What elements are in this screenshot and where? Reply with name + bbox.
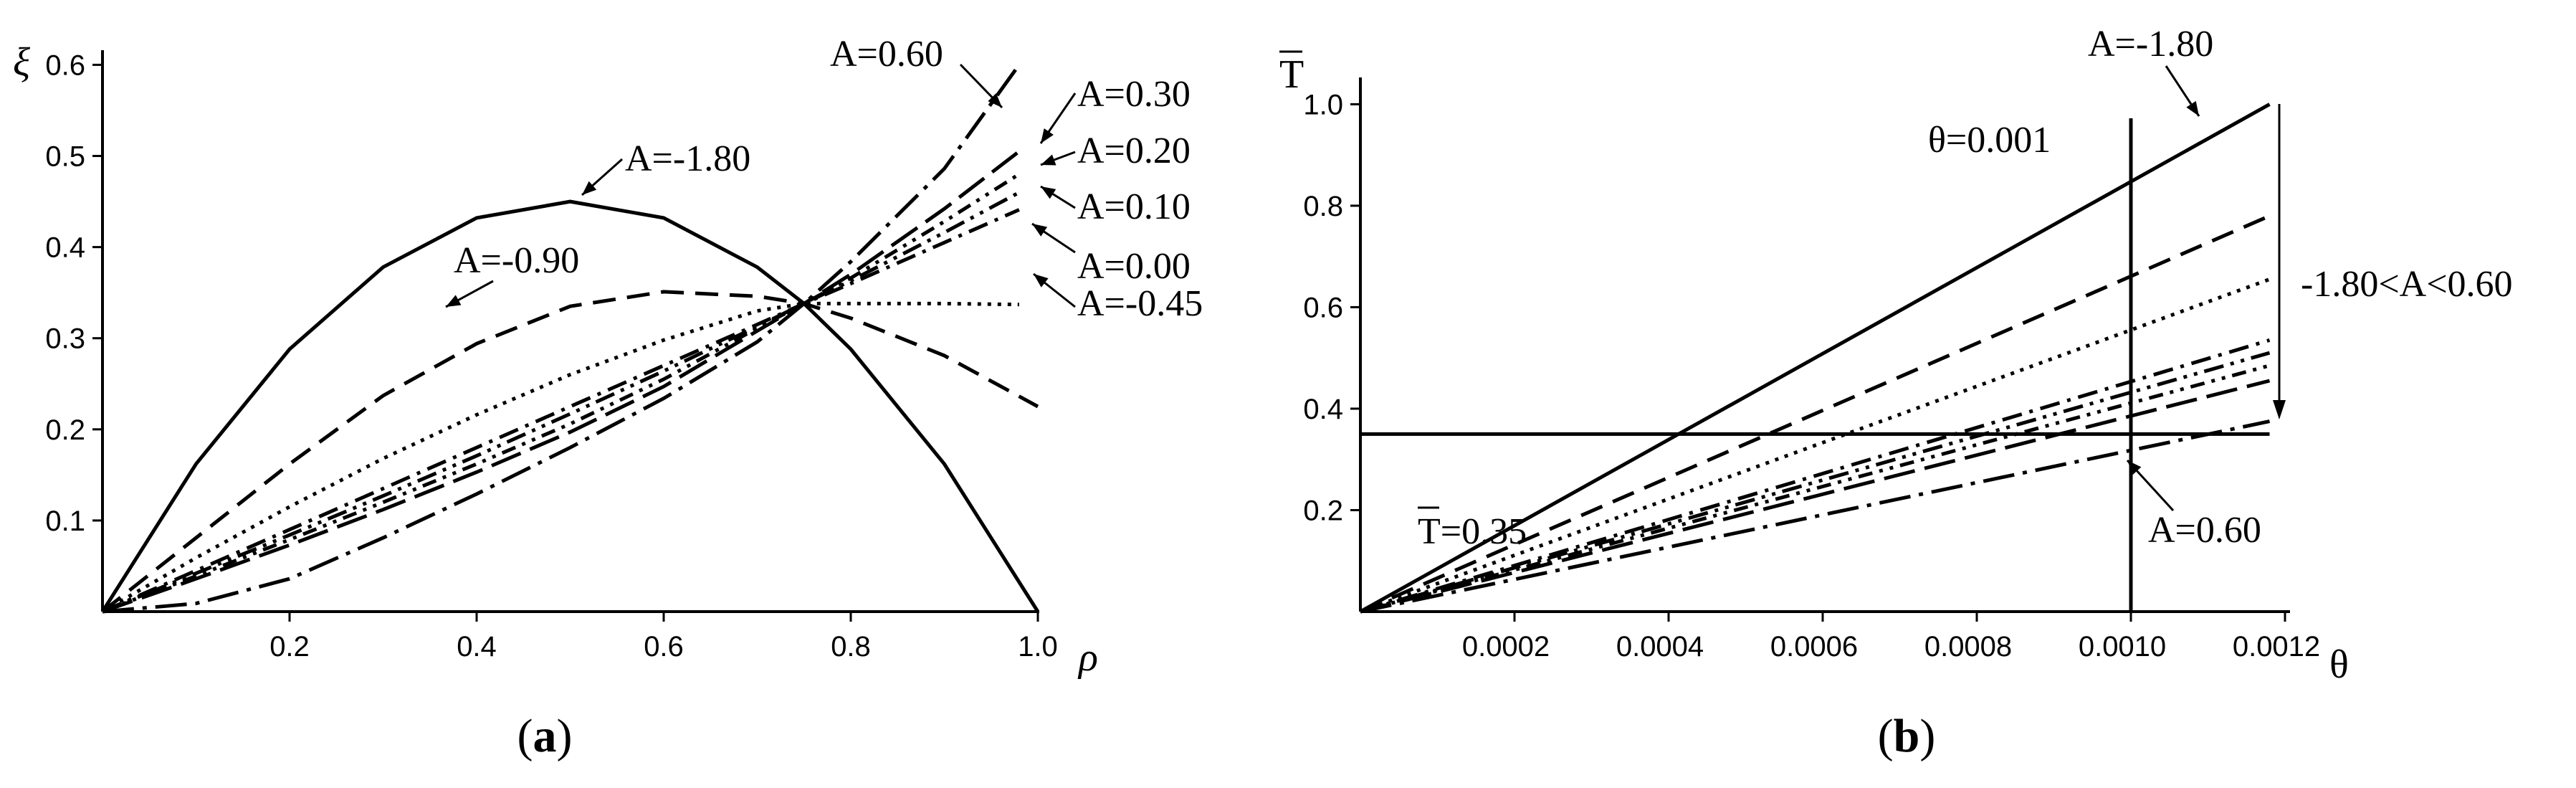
x-tick-label: 0.0008 xyxy=(1924,631,2012,663)
series-line-a-a-0-20 xyxy=(102,172,1021,614)
panel-b-y-axis-label-group: T xyxy=(1279,50,1304,97)
x-tick-label: 0.0010 xyxy=(2079,631,2166,663)
annotation-arrowhead xyxy=(1034,274,1049,288)
y-tick-label: 0.6 xyxy=(1303,292,1343,323)
x-tick-label: 1.0 xyxy=(1018,631,1058,663)
panel-a-label: (a) xyxy=(517,710,573,762)
annotation-a-060: A=0.60 xyxy=(830,34,943,75)
series-line-b-6 xyxy=(1360,364,2271,614)
panel-a-curves xyxy=(100,63,1040,614)
x-tick-label: 0.6 xyxy=(644,631,684,663)
annotation-arrowhead xyxy=(1041,186,1056,199)
y-tick-label: 0.3 xyxy=(45,323,85,355)
range-arrowhead xyxy=(2273,400,2286,419)
annotation-arrowhead xyxy=(1032,224,1048,237)
panel-b-reference-lines xyxy=(1360,118,2270,612)
y-tick-label: 0.1 xyxy=(45,505,85,537)
series-line-a-a-0-00 xyxy=(101,208,1020,614)
annotation-a-neg045: A=-0.45 xyxy=(1077,283,1203,324)
series-line-b-4 xyxy=(1360,338,2271,614)
annotation-a-030: A=0.30 xyxy=(1077,74,1191,115)
panel-b-label: (b) xyxy=(1878,710,1936,762)
series-line-b-3 xyxy=(1360,277,2271,614)
y-tick-label: 0.4 xyxy=(1303,394,1343,425)
annotation-a-000: A=0.00 xyxy=(1077,246,1191,287)
series-line-b-5 xyxy=(1360,351,2271,614)
annotation-a-neg180: A=-1.80 xyxy=(625,138,750,179)
y-tick-label: 0.5 xyxy=(45,141,85,173)
x-tick-label: 0.4 xyxy=(457,631,497,663)
x-tick-label: 0.2 xyxy=(269,631,310,663)
panel-a-ticks: 0.2 0.4 0.6 0.8 1.0 0.1 0.2 0.3 0.4 0.5 0.6 xyxy=(45,49,1057,663)
annotation-arrowhead xyxy=(446,295,462,307)
y-tick-label: 0.2 xyxy=(45,414,85,446)
annotation-arrowhead xyxy=(988,93,1002,108)
series-line-a-a-0-45 xyxy=(101,301,1019,614)
annotation-arrowhead xyxy=(2127,460,2142,475)
series-line-b-7 xyxy=(1360,379,2271,614)
panel-a-y-axis-label: ξ xyxy=(13,40,30,85)
panel-b-horizontal-ref-label: T=0.35 xyxy=(1418,511,1527,552)
annotation-b-060: A=0.60 xyxy=(2148,510,2261,551)
panel-b-x-axis-label: θ xyxy=(2329,642,2349,687)
panel-b-chart: 0.0002 0.0004 0.0006 0.0008 0.0010 0.0012 0.2 0… xyxy=(1279,24,2513,762)
series-line-a-a-1-80 xyxy=(100,199,1040,613)
annotation-b-neg180: A=-1.80 xyxy=(2088,24,2213,65)
series-line-b-2 xyxy=(1360,214,2271,614)
x-tick-label: 0.0004 xyxy=(1616,631,1704,663)
annotation-a-010: A=0.10 xyxy=(1077,186,1191,227)
panel-a-axes xyxy=(101,50,1039,613)
panel-b-vertical-ref-label: θ=0.001 xyxy=(1928,120,2051,161)
annotation-arrowhead xyxy=(582,181,597,195)
series-line-a-a-0-90 xyxy=(101,290,1039,613)
annotation-arrowhead xyxy=(1041,128,1054,143)
y-tick-label: 0.8 xyxy=(1303,191,1343,222)
annotation-a-020: A=0.20 xyxy=(1077,130,1191,171)
panel-a-x-axis-label: ρ xyxy=(1077,635,1098,680)
panel-b-arrows xyxy=(2126,65,2286,512)
series-line-a-a-0-10 xyxy=(102,191,1021,614)
annotation-b-range: -1.80<A<0.60 xyxy=(2301,264,2513,305)
annotation-arrowhead xyxy=(1041,154,1056,166)
panel-b-curves xyxy=(1359,103,2271,614)
series-line-a-a-0-30 xyxy=(102,150,1021,614)
x-tick-label: 0.0002 xyxy=(1462,631,1550,663)
x-tick-label: 0.0012 xyxy=(2233,631,2320,663)
x-tick-label: 0.8 xyxy=(831,631,871,663)
panel-a-chart: 0.2 0.4 0.6 0.8 1.0 0.1 0.2 0.3 0.4 0.5 0.6 ρ ξ A=… xyxy=(13,34,1203,762)
series-line-b-a-0-60 xyxy=(1360,419,2271,614)
annotation-a-neg090: A=-0.90 xyxy=(454,240,579,281)
panel-b-y-axis-label: T xyxy=(1279,52,1304,97)
y-tick-label: 0.2 xyxy=(1303,495,1343,526)
y-tick-label: 0.6 xyxy=(45,49,85,81)
series-line-b-a-1-80 xyxy=(1359,103,2271,614)
panel-a-arrows xyxy=(445,63,1077,308)
x-tick-label: 0.0006 xyxy=(1770,631,1858,663)
series-line-a-a-0-60 xyxy=(102,63,1021,614)
y-tick-label: 0.4 xyxy=(45,232,85,264)
annotation-arrowhead xyxy=(2186,100,2199,116)
panel-b-ticks: 0.0002 0.0004 0.0006 0.0008 0.0010 0.0012 0.2 0… xyxy=(1303,89,2320,663)
y-tick-label: 1.0 xyxy=(1303,89,1343,120)
